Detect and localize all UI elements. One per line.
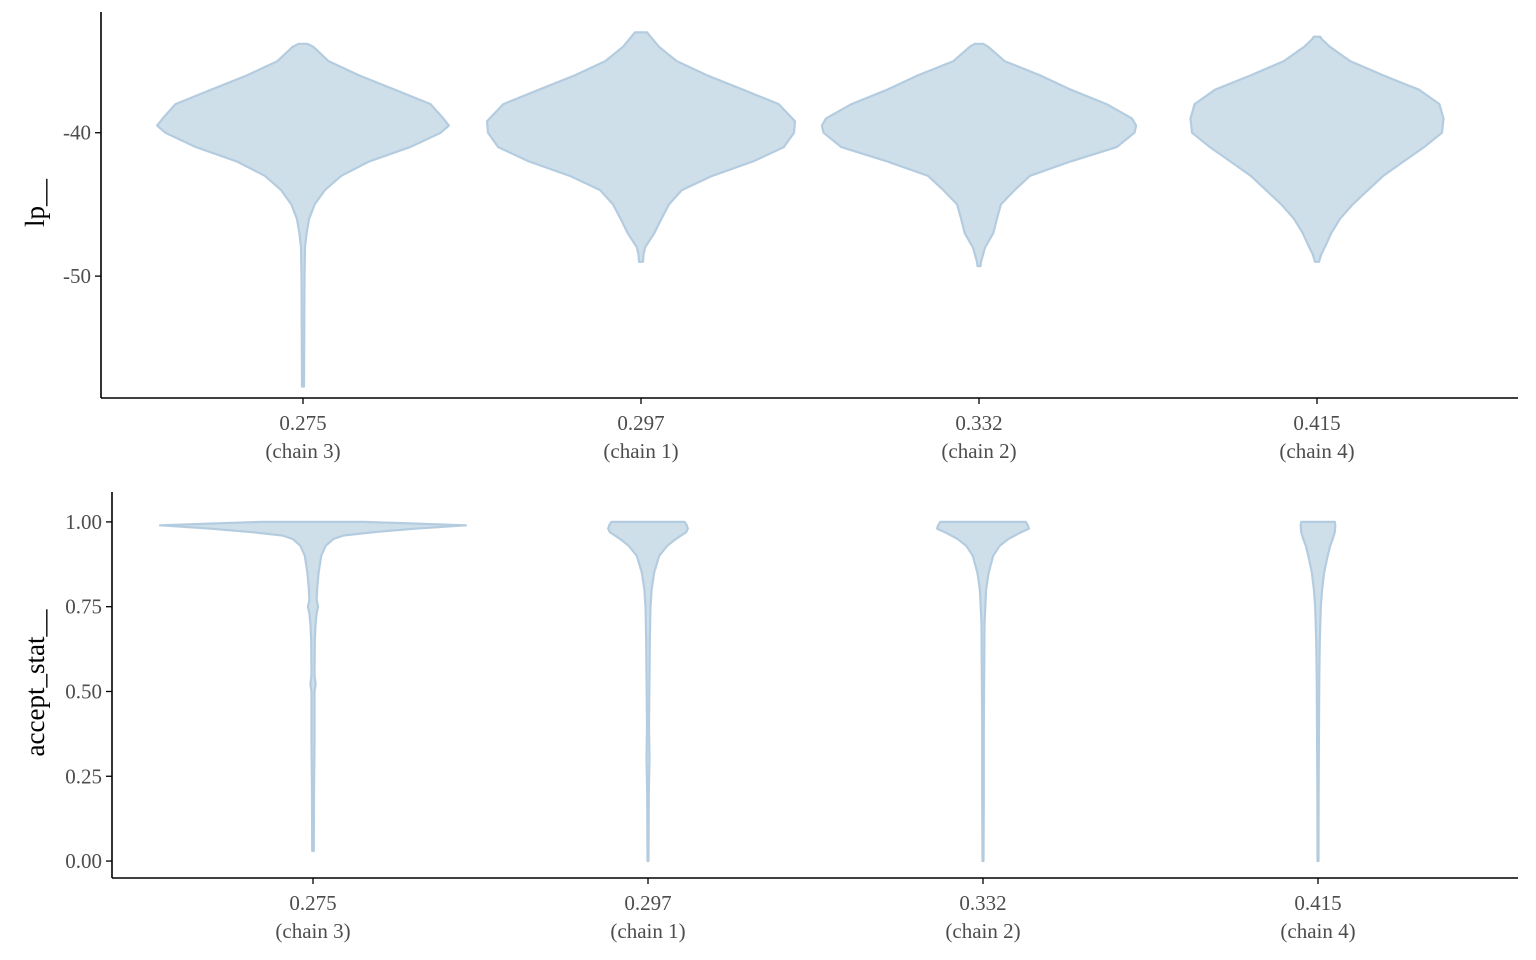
chart-panel-2: 0.00 0.25 0.50 0.75 1.00 0.275 (chain 3) 0.297 (… xyxy=(20,492,1518,943)
y-tick-label: 0.25 xyxy=(65,764,102,788)
x-tick-label-chain: (chain 3) xyxy=(265,439,340,463)
x-tick-label-chain: (chain 2) xyxy=(945,919,1020,943)
x-tick-label-value: 0.297 xyxy=(617,411,664,435)
y-tick-label: 1.00 xyxy=(65,510,102,534)
x-tick-label-value: 0.297 xyxy=(624,891,671,915)
y-tick-label: -50 xyxy=(63,264,91,288)
x-tick-label-value: 0.332 xyxy=(959,891,1006,915)
violin-1-4 xyxy=(1189,35,1445,263)
violin-1-2 xyxy=(485,31,797,263)
x-tick-label-value: 0.415 xyxy=(1293,411,1340,435)
violin-2-2 xyxy=(607,520,689,863)
violin-2-1 xyxy=(158,520,468,852)
x-tick-label-chain: (chain 1) xyxy=(610,919,685,943)
violin-2-4 xyxy=(1299,520,1337,863)
x-tick-label-value: 0.415 xyxy=(1294,891,1341,915)
x-tick-label-value: 0.332 xyxy=(955,411,1002,435)
violin-1-1 xyxy=(156,42,450,388)
x-tick-label-chain: (chain 1) xyxy=(603,439,678,463)
violin-2-3 xyxy=(936,520,1030,863)
violin-1-3 xyxy=(820,42,1138,268)
y-axis-title: accept_stat__ xyxy=(20,609,50,756)
y-tick-label: -40 xyxy=(63,121,91,145)
x-tick-label-value: 0.275 xyxy=(279,411,326,435)
y-tick-label: 0.75 xyxy=(65,595,102,619)
x-tick-label-value: 0.275 xyxy=(289,891,336,915)
y-tick-label: 0.50 xyxy=(65,679,102,703)
x-tick-label-chain: (chain 4) xyxy=(1280,919,1355,943)
y-tick-label: 0.00 xyxy=(65,849,102,873)
x-tick-label-chain: (chain 2) xyxy=(941,439,1016,463)
chart-panel-1: -40 -50 0.275 (chain 3) 0.297 (chain 1) 0.332 (… xyxy=(20,12,1518,463)
x-tick-label-chain: (chain 3) xyxy=(275,919,350,943)
y-axis-title: lp__ xyxy=(20,179,50,228)
x-tick-label-chain: (chain 4) xyxy=(1279,439,1354,463)
